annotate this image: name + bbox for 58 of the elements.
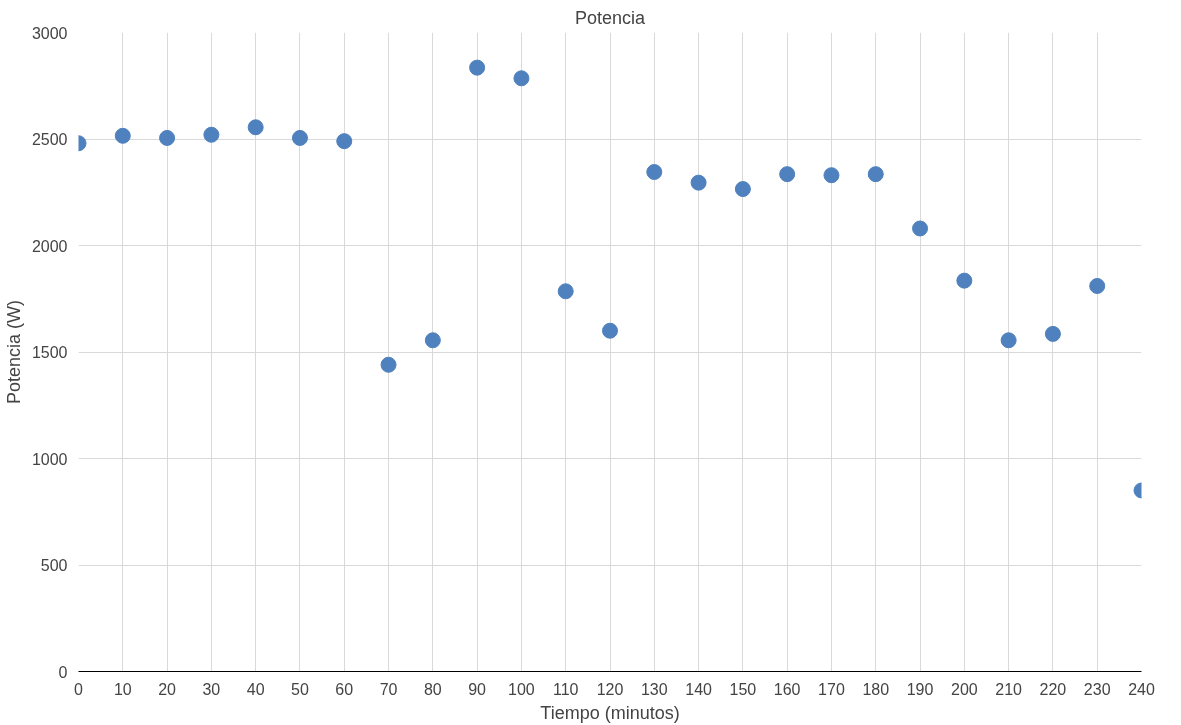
point — [956, 272, 973, 289]
point — [291, 129, 308, 146]
x-tick-label: 70 — [379, 680, 398, 698]
x-tick-label: 230 — [1083, 680, 1111, 698]
point — [602, 322, 618, 339]
y-tick-label: 500 — [40, 557, 68, 574]
x-axis-title: Tiempo (minutos) — [540, 702, 680, 723]
point — [867, 166, 884, 183]
x-tick-label: 180 — [862, 680, 890, 698]
x-tick-label: 110 — [552, 680, 579, 698]
point — [380, 356, 397, 373]
chart-title: Potencia — [574, 7, 647, 28]
point — [247, 119, 264, 136]
point — [779, 166, 796, 183]
point — [1089, 277, 1106, 294]
point — [336, 133, 353, 150]
x-tick-label: 90 — [468, 680, 487, 698]
x-tick-label: 10 — [113, 680, 132, 698]
point — [513, 70, 530, 87]
point — [469, 59, 486, 76]
x-tick-label: 220 — [1039, 680, 1067, 698]
x-tick-label: 80 — [423, 680, 442, 698]
y-axis-title: Potencia (W) — [3, 299, 24, 405]
point — [646, 164, 663, 180]
x-tick-label: 160 — [773, 680, 801, 698]
point — [114, 127, 131, 144]
x-tick-label: 40 — [246, 680, 265, 698]
y-tick-label: 1000 — [31, 450, 68, 468]
x-tick-label: 170 — [818, 680, 845, 698]
point — [557, 283, 574, 300]
x-tick-label: 60 — [335, 680, 354, 698]
y-tick-label: 2000 — [31, 237, 68, 255]
x-tick-label: 50 — [291, 680, 309, 698]
point — [424, 332, 441, 349]
x-tick-label: 120 — [596, 680, 624, 698]
y-tick-label: 1500 — [31, 344, 68, 361]
y-tick-label: 2500 — [31, 131, 68, 148]
x-tick-label: 100 — [508, 680, 535, 698]
y-tick-label: 0 — [58, 663, 68, 681]
point — [203, 126, 220, 143]
x-tick-label: 190 — [906, 680, 934, 698]
x-tick-label: 0 — [74, 680, 84, 698]
point — [912, 220, 929, 237]
x-tick-label: 30 — [202, 680, 221, 698]
point — [1000, 332, 1017, 349]
y-tick-label: 3000 — [31, 24, 68, 42]
x-tick-label: 20 — [158, 680, 177, 698]
point — [690, 174, 707, 191]
x-tick-label: 130 — [640, 680, 668, 698]
x-tick-label: 200 — [950, 680, 978, 698]
point — [159, 129, 176, 146]
point — [823, 167, 840, 184]
x-tick-label: 210 — [995, 680, 1023, 698]
point — [734, 181, 751, 198]
x-tick-label: 240 — [1128, 680, 1155, 698]
point — [1044, 325, 1061, 342]
x-tick-label: 140 — [685, 680, 713, 698]
x-tick-label: 150 — [729, 680, 757, 698]
